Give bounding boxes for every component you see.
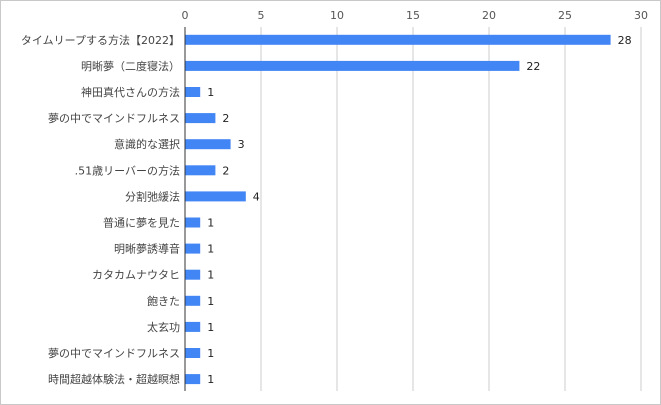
bar: [185, 113, 216, 124]
category-label: 神田真代さんの方法: [81, 85, 180, 99]
bar: [185, 269, 201, 280]
data-label: 1: [207, 347, 214, 360]
category-label: 太玄功: [147, 320, 180, 334]
x-tick-label: 20: [482, 9, 496, 22]
data-label: 1: [207, 269, 214, 282]
category-label: 夢の中でマインドフルネス: [48, 347, 180, 360]
bar: [185, 217, 201, 228]
bars: [185, 34, 611, 385]
bar: [185, 165, 216, 176]
bar: [185, 295, 201, 306]
data-label: 2: [222, 164, 229, 177]
x-tick-label: 10: [330, 9, 344, 22]
x-tick-label: 5: [258, 9, 265, 22]
data-label: 1: [207, 295, 214, 308]
category-labels: タイムリープする方法【2022】明晰夢（二度寝法） 神田真代さんの方法夢の中でマイ…: [21, 33, 180, 386]
bar: [185, 374, 201, 385]
bar: [185, 191, 246, 202]
data-label: 28: [618, 34, 632, 47]
category-label: 意識的な選択: [114, 137, 180, 151]
data-label: 1: [207, 321, 214, 334]
category-label: .51歳リーバーの方法: [75, 163, 180, 177]
category-label: 普通に夢を見た: [103, 216, 180, 230]
data-label: 1: [207, 373, 214, 386]
x-tick-label: 30: [634, 9, 648, 22]
data-label: 22: [526, 60, 540, 73]
bar: [185, 60, 520, 71]
category-label: 夢の中でマインドフルネス: [48, 112, 180, 125]
data-label: 3: [238, 138, 245, 151]
category-label: タイムリープする方法【2022】: [21, 33, 180, 47]
category-label: 明晰夢（二度寝法）: [81, 59, 180, 73]
bar: [185, 321, 201, 332]
data-label: 1: [207, 243, 214, 256]
bar: [185, 348, 201, 358]
data-label: 2: [222, 112, 229, 125]
bar: [185, 34, 611, 45]
category-label: カタカムナウタヒ: [92, 269, 180, 282]
bar: [185, 87, 201, 97]
data-label: 1: [207, 217, 214, 230]
category-label: 明晰夢誘導音: [114, 242, 180, 256]
x-tick-label: 0: [182, 9, 189, 22]
data-label: 1: [207, 86, 214, 99]
bar: [185, 243, 201, 254]
x-axis-tick-labels: 0 5 10 15 20 25 30: [182, 9, 649, 22]
category-label: 分割弛緩法: [125, 189, 180, 203]
gridlines: [260, 27, 642, 391]
data-label: 4: [253, 190, 260, 203]
category-label: 飽きた: [147, 294, 180, 308]
bar: [185, 139, 231, 150]
x-tick-label: 15: [406, 9, 420, 22]
category-label: 時間超越体験法・超越瞑想: [48, 372, 180, 386]
x-tick-label: 25: [558, 9, 572, 22]
